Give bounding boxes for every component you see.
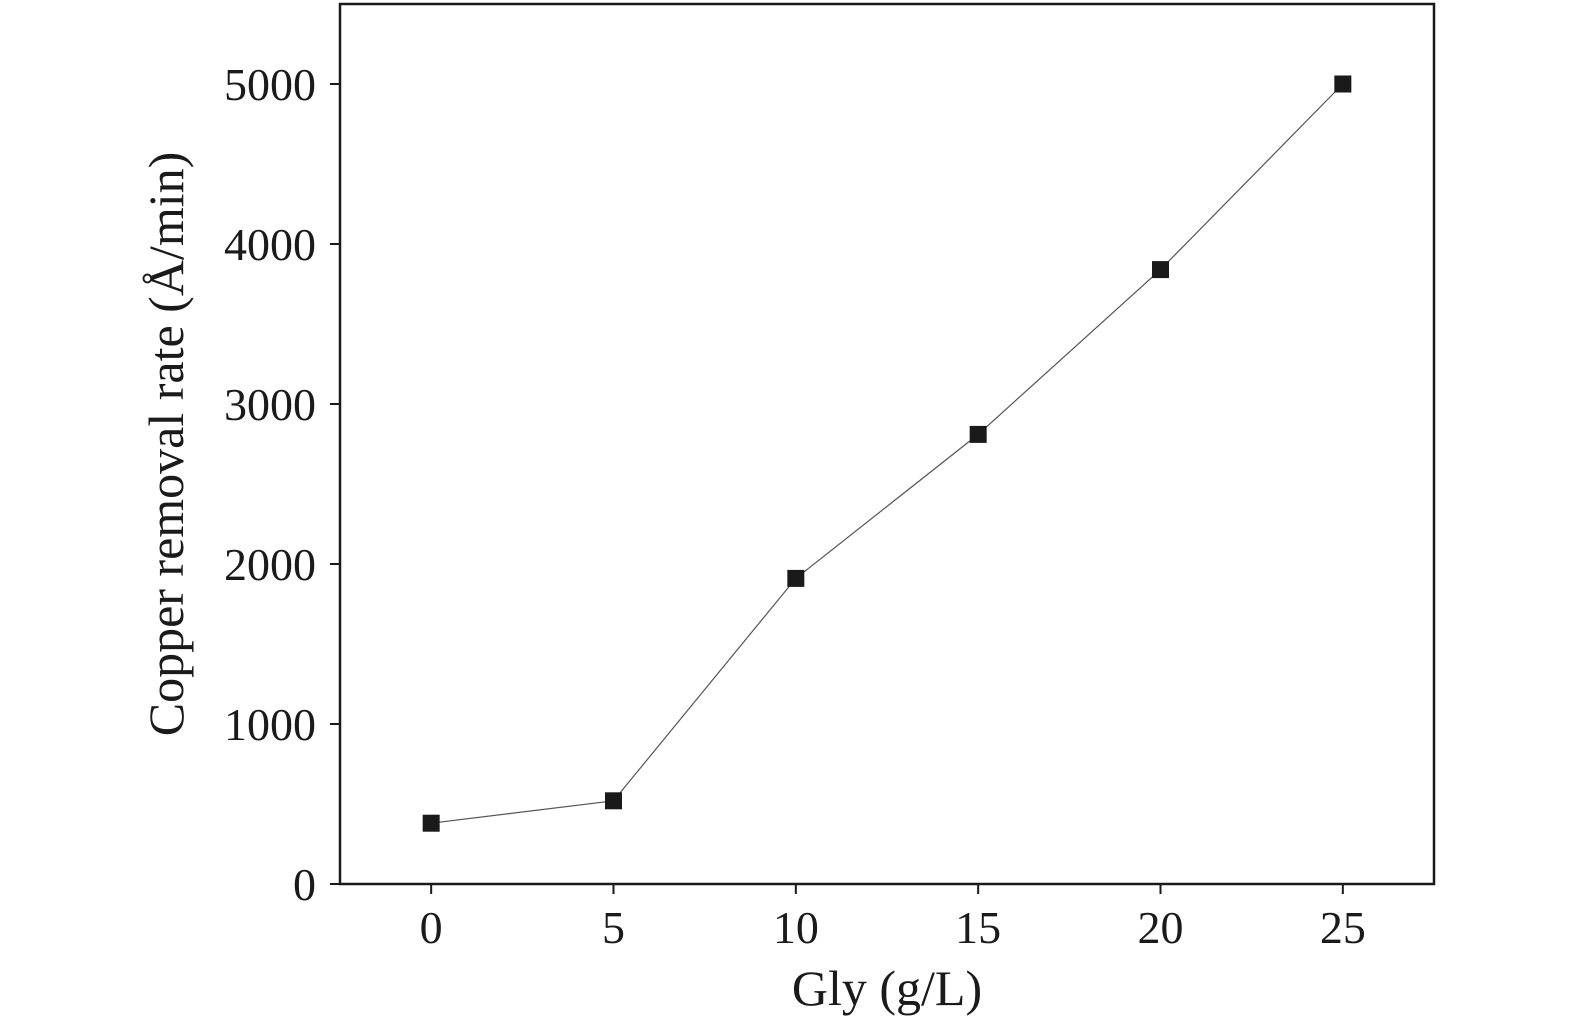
y-axis: 0 1000 2000 3000 4000 5000 — [224, 59, 340, 910]
y-tick-label: 3000 — [224, 379, 316, 430]
plot-frame — [338, 2, 1436, 886]
y-tick-label: 2000 — [224, 539, 316, 590]
x-tick-label: 0 — [420, 902, 443, 953]
series-markers — [422, 75, 1352, 832]
x-tick-label: 25 — [1320, 902, 1366, 953]
x-axis-title: Gly (g/L) — [792, 960, 982, 1016]
x-axis: 0 5 10 15 20 25 — [420, 884, 1366, 953]
y-tick-label: 4000 — [224, 219, 316, 270]
y-tick-label: 5000 — [224, 59, 316, 110]
y-tick-label: 1000 — [224, 699, 316, 750]
x-tick-label: 10 — [773, 902, 819, 953]
data-point — [422, 814, 440, 832]
x-tick-label: 20 — [1138, 902, 1184, 953]
data-point — [1334, 75, 1352, 93]
y-axis-title: Copper removal rate (Å/min) — [138, 152, 194, 737]
x-tick-label: 5 — [602, 902, 625, 953]
x-tick-label: 15 — [955, 902, 1001, 953]
data-point — [787, 569, 805, 587]
series-line — [431, 83, 1344, 824]
y-tick-label: 0 — [293, 859, 316, 910]
data-point — [969, 425, 987, 443]
data-point — [605, 792, 622, 810]
data-point — [1152, 261, 1169, 279]
